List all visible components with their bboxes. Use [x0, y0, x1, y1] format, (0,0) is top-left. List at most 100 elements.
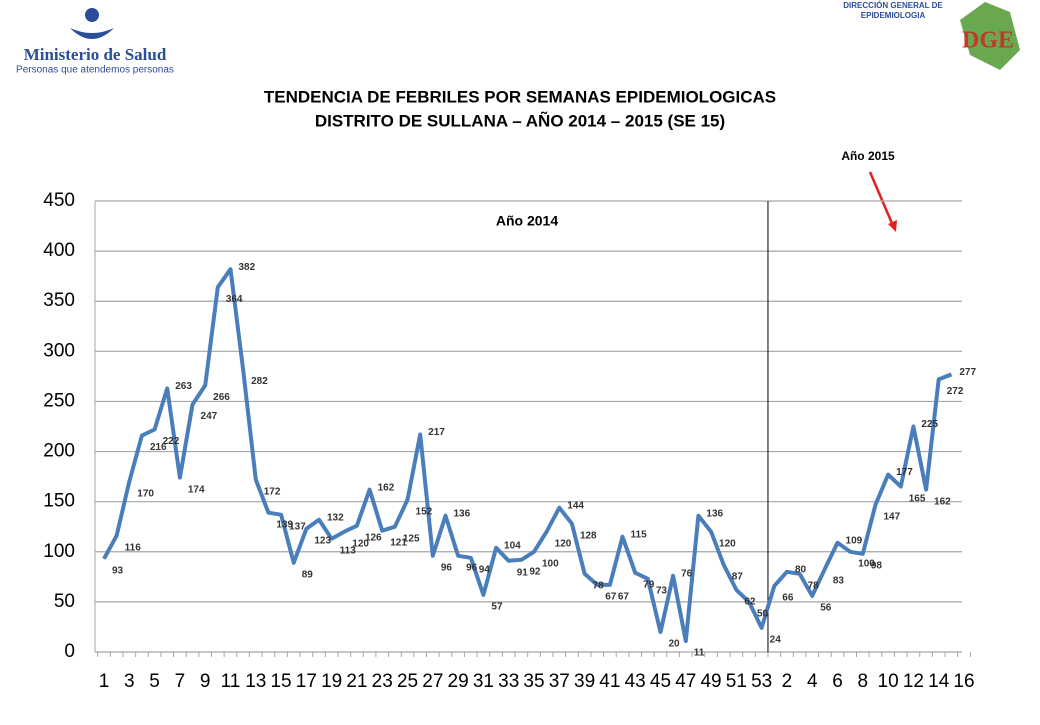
data-label: 126 [365, 532, 382, 543]
x-tick-label: 35 [523, 671, 544, 692]
data-label: 96 [441, 562, 453, 573]
x-tick-label: 7 [175, 671, 186, 692]
x-tick-label: 4 [807, 671, 818, 692]
data-label: 92 [529, 566, 541, 577]
x-tick-label: 29 [448, 671, 469, 692]
x-tick-label: 51 [726, 671, 747, 692]
x-tick-label: 12 [903, 671, 924, 692]
x-tick-label: 43 [625, 671, 646, 692]
y-tick-label: 200 [43, 441, 75, 462]
office: DIRECCIÓN GENERAL DE [843, 1, 943, 10]
x-tick-label: 45 [650, 671, 671, 692]
x-tick-label: 15 [270, 671, 291, 692]
data-label: 382 [238, 262, 255, 273]
annotation: Año 2015 [841, 149, 895, 163]
x-tick-label: 2 [782, 671, 793, 692]
data-label: 96 [466, 562, 478, 573]
y-tick-label: 100 [43, 541, 75, 562]
data-label: 128 [580, 530, 597, 541]
data-label: 136 [453, 508, 470, 519]
data-label: 93 [112, 565, 124, 576]
x-tick-label: 23 [372, 671, 393, 692]
data-label: 170 [137, 488, 154, 499]
x-tick-label: 16 [953, 671, 974, 692]
slogan: Personas que atendemos personas [16, 65, 174, 76]
data-label: 94 [479, 564, 491, 575]
data-label: 277 [959, 367, 976, 378]
data-label: 115 [631, 529, 648, 540]
data-label: 78 [808, 580, 820, 591]
x-tick-label: 9 [200, 671, 211, 692]
y-tick-label: 450 [43, 190, 75, 211]
line-series [102, 267, 953, 643]
data-label: 56 [820, 603, 832, 614]
ministry-logo: Ministerio de Salud Personas que atendem… [16, 8, 174, 76]
x-tick-label: 33 [498, 671, 519, 692]
data-label: 83 [833, 575, 845, 586]
x-tick-label: 3 [124, 671, 135, 692]
y-tick-label: 150 [43, 491, 75, 512]
x-tick-label: 47 [675, 671, 696, 692]
x-tick-label: 41 [599, 671, 620, 692]
data-label: 109 [846, 535, 863, 546]
x-tick-label: 11 [221, 671, 241, 692]
data-label: 136 [706, 508, 723, 519]
data-label: 147 [883, 511, 900, 522]
y-tick-label: 400 [43, 240, 75, 261]
data-label: 172 [264, 486, 281, 497]
data-label: 67 [605, 591, 617, 602]
x-tick-label: 49 [700, 671, 721, 692]
chart-title: TENDENCIA DE FEBRILES POR SEMANAS EPIDEM… [264, 87, 776, 106]
data-label: 87 [732, 571, 744, 582]
data-label: 120 [555, 538, 572, 549]
data-label: 266 [213, 392, 230, 403]
data-label: 91 [517, 567, 529, 578]
y-tick-label: 350 [43, 290, 75, 311]
data-label: 62 [744, 597, 756, 608]
data-label: 120 [719, 538, 736, 549]
data-label: 24 [770, 635, 782, 646]
arrow-head [888, 220, 897, 232]
data-label: 100 [858, 558, 875, 569]
data-label: 123 [314, 535, 331, 546]
x-tick-label: 8 [858, 671, 869, 692]
data-label: 125 [403, 533, 420, 544]
annotation: Año 2014 [496, 213, 558, 229]
data-label: 162 [934, 496, 951, 507]
data-label: 162 [378, 482, 395, 493]
x-tick-label: 39 [574, 671, 595, 692]
x-tick-label: 10 [878, 671, 899, 692]
y-tick-label: 300 [43, 340, 75, 361]
data-label: 282 [251, 376, 268, 387]
data-label: 80 [795, 564, 807, 575]
x-tick-label: 27 [422, 671, 443, 692]
data-label: 364 [226, 294, 243, 305]
office: EPIDEMIOLOGIA [861, 11, 926, 20]
data-label: 73 [656, 585, 668, 596]
data-label: 20 [668, 639, 680, 650]
data-label: 116 [125, 542, 142, 553]
data-label: 263 [175, 381, 192, 392]
logo-text: DGE [962, 28, 1014, 54]
data-label: 100 [542, 558, 559, 569]
y-tick-label: 0 [64, 641, 75, 662]
x-tick-label: 17 [296, 671, 317, 692]
x-tick-label: 53 [751, 671, 772, 692]
logo-map [960, 2, 1020, 70]
data-label: 177 [896, 467, 913, 478]
data-label: 272 [947, 386, 964, 397]
x-tick-label: 19 [321, 671, 342, 692]
data-label: 89 [302, 569, 314, 580]
y-tick-label: 50 [54, 591, 75, 612]
x-tick-label: 14 [928, 671, 950, 692]
data-label: 67 [618, 591, 630, 602]
data-label: 225 [921, 419, 938, 430]
ministry-name: Ministerio de Salud [24, 45, 167, 64]
x-tick-label: 6 [832, 671, 843, 692]
data-label: 217 [428, 427, 445, 438]
data-label: 174 [188, 484, 205, 495]
y-tick-label: 250 [43, 390, 75, 411]
x-tick-label: 13 [245, 671, 266, 692]
data-label: 137 [289, 521, 306, 532]
